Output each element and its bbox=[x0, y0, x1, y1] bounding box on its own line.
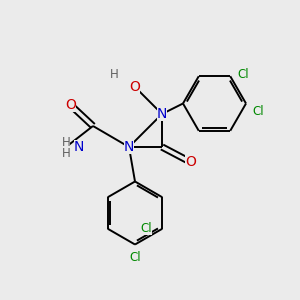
Text: O: O bbox=[130, 80, 140, 94]
Text: O: O bbox=[185, 155, 196, 169]
Text: N: N bbox=[124, 140, 134, 154]
Text: O: O bbox=[65, 98, 76, 112]
Text: Cl: Cl bbox=[140, 222, 152, 235]
Text: H: H bbox=[61, 136, 70, 149]
Text: N: N bbox=[74, 140, 84, 154]
Text: H: H bbox=[110, 68, 118, 82]
Text: N: N bbox=[157, 107, 167, 121]
Text: Cl: Cl bbox=[129, 250, 141, 264]
Text: Cl: Cl bbox=[253, 105, 264, 119]
Text: H: H bbox=[61, 146, 70, 160]
Text: Cl: Cl bbox=[237, 68, 249, 81]
